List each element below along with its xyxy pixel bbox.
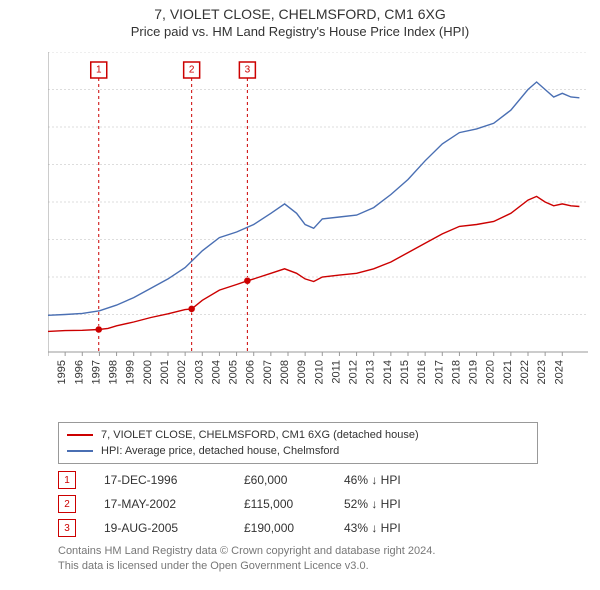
chart-title-subtitle: Price paid vs. HM Land Registry's House … — [0, 24, 600, 39]
svg-text:2013: 2013 — [365, 360, 377, 384]
svg-text:1994: 1994 — [48, 360, 51, 384]
svg-text:2023: 2023 — [536, 360, 548, 384]
svg-text:2021: 2021 — [502, 360, 514, 384]
svg-text:2: 2 — [189, 65, 195, 76]
marker-date: 17-DEC-1996 — [104, 473, 244, 487]
svg-text:2008: 2008 — [279, 360, 291, 384]
svg-text:2020: 2020 — [485, 360, 497, 384]
marker-delta: 46% ↓ HPI — [344, 473, 538, 487]
svg-text:2000: 2000 — [142, 360, 154, 384]
svg-text:1996: 1996 — [73, 360, 85, 384]
svg-text:1999: 1999 — [125, 360, 137, 384]
marker-row-1: 1 17-DEC-1996 £60,000 46% ↓ HPI — [58, 468, 538, 492]
marker-row-3: 3 19-AUG-2005 £190,000 43% ↓ HPI — [58, 516, 538, 540]
svg-text:2019: 2019 — [468, 360, 480, 384]
svg-text:2017: 2017 — [433, 360, 445, 384]
attribution-line-1: Contains HM Land Registry data © Crown c… — [58, 544, 538, 559]
marker-badge-3: 3 — [58, 519, 76, 537]
svg-text:2022: 2022 — [519, 360, 531, 384]
legend-swatch — [67, 434, 93, 436]
marker-date: 19-AUG-2005 — [104, 521, 244, 535]
svg-text:2011: 2011 — [330, 360, 342, 384]
marker-date: 17-MAY-2002 — [104, 497, 244, 511]
chart-area: £0£100K£200K£300K£400K£500K£600K£700K£80… — [48, 52, 588, 392]
svg-text:2012: 2012 — [348, 360, 360, 384]
legend-item-hpi: HPI: Average price, detached house, Chel… — [67, 443, 529, 459]
svg-text:2006: 2006 — [245, 360, 257, 384]
svg-text:2001: 2001 — [159, 360, 171, 384]
attribution-line-2: This data is licensed under the Open Gov… — [58, 559, 538, 574]
svg-text:2003: 2003 — [193, 360, 205, 384]
svg-text:1997: 1997 — [90, 360, 102, 384]
legend-swatch — [67, 450, 93, 452]
svg-text:3: 3 — [245, 65, 251, 76]
svg-text:2015: 2015 — [399, 360, 411, 384]
svg-text:2007: 2007 — [262, 360, 274, 384]
svg-text:2004: 2004 — [210, 360, 222, 384]
svg-text:2010: 2010 — [313, 360, 325, 384]
chart-title-address: 7, VIOLET CLOSE, CHELMSFORD, CM1 6XG — [0, 6, 600, 22]
svg-text:2016: 2016 — [416, 360, 428, 384]
marker-price: £115,000 — [244, 497, 344, 511]
svg-text:2018: 2018 — [450, 360, 462, 384]
svg-text:2009: 2009 — [296, 360, 308, 384]
marker-delta: 52% ↓ HPI — [344, 497, 538, 511]
svg-text:1998: 1998 — [108, 360, 120, 384]
marker-table: 1 17-DEC-1996 £60,000 46% ↓ HPI 2 17-MAY… — [58, 468, 538, 540]
marker-badge-1: 1 — [58, 471, 76, 489]
legend-label: HPI: Average price, detached house, Chel… — [101, 445, 339, 457]
svg-text:1: 1 — [96, 65, 102, 76]
svg-text:2024: 2024 — [553, 360, 565, 384]
svg-text:2005: 2005 — [228, 360, 240, 384]
legend-item-price-paid: 7, VIOLET CLOSE, CHELMSFORD, CM1 6XG (de… — [67, 427, 529, 443]
legend-label: 7, VIOLET CLOSE, CHELMSFORD, CM1 6XG (de… — [101, 429, 419, 441]
svg-text:1995: 1995 — [56, 360, 68, 384]
marker-price: £60,000 — [244, 473, 344, 487]
marker-badge-2: 2 — [58, 495, 76, 513]
attribution: Contains HM Land Registry data © Crown c… — [58, 544, 538, 574]
marker-delta: 43% ↓ HPI — [344, 521, 538, 535]
marker-row-2: 2 17-MAY-2002 £115,000 52% ↓ HPI — [58, 492, 538, 516]
svg-text:2014: 2014 — [382, 360, 394, 384]
price-chart-svg: £0£100K£200K£300K£400K£500K£600K£700K£80… — [48, 52, 588, 392]
chart-legend: 7, VIOLET CLOSE, CHELMSFORD, CM1 6XG (de… — [58, 422, 538, 464]
marker-price: £190,000 — [244, 521, 344, 535]
svg-text:2002: 2002 — [176, 360, 188, 384]
